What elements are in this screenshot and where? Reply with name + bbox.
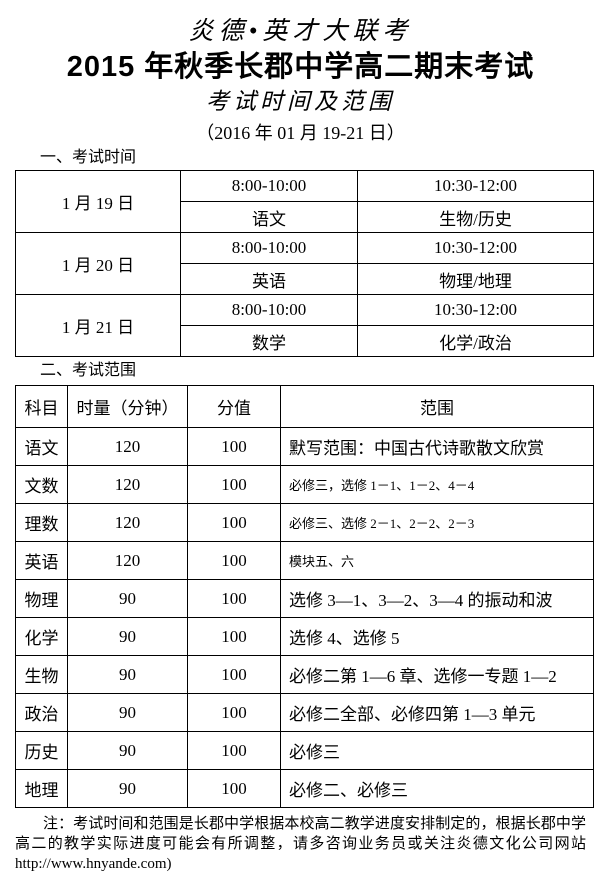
exam-subject-cell: 生物/历史 xyxy=(357,201,594,233)
table-row: 理数 120 100 必修三、选修 2－1、2－2、2－3 xyxy=(15,503,594,542)
score-cell: 100 xyxy=(187,655,281,694)
exam-subject-cell: 英语 xyxy=(180,263,358,295)
table-row: 英语 物理/地理 xyxy=(16,263,594,295)
range-cell: 选修 3—1、3—2、3—4 的振动和波 xyxy=(280,579,594,618)
exam-time-cell: 8:00-10:00 xyxy=(180,170,358,202)
table-header-row: 科目 时量（分钟） 分值 范围 xyxy=(15,385,594,428)
table-row: 语文 生物/历史 xyxy=(16,201,594,233)
subject-cell: 生物 xyxy=(15,655,68,694)
duration-cell: 90 xyxy=(67,769,188,808)
table-row: 化学 90 100 选修 4、选修 5 xyxy=(15,617,594,656)
subject-cell: 化学 xyxy=(15,617,68,656)
exam-time-cell: 10:30-12:00 xyxy=(357,232,594,264)
exam-subject-cell: 物理/地理 xyxy=(357,263,594,295)
exam-subject-cell: 语文 xyxy=(180,201,358,233)
column-header-subject: 科目 xyxy=(15,385,68,428)
section-heading-exam-scope: 二、考试范围 xyxy=(40,362,137,379)
subject-cell: 物理 xyxy=(15,579,68,618)
score-cell: 100 xyxy=(187,617,281,656)
exam-time-cell: 8:00-10:00 xyxy=(180,294,358,326)
range-cell: 默写范围：中国古代诗歌散文欣赏 xyxy=(280,427,594,466)
duration-cell: 120 xyxy=(67,427,188,466)
exam-date-cell: 1 月 21 日 xyxy=(15,294,181,357)
exam-subject-cell: 数学 xyxy=(180,325,358,357)
score-cell: 100 xyxy=(187,541,281,580)
table-row: 1 月 20 日 8:00-10:00 10:30-12:00 xyxy=(15,232,594,295)
score-cell: 100 xyxy=(187,579,281,618)
duration-cell: 90 xyxy=(67,731,188,770)
duration-cell: 120 xyxy=(67,503,188,542)
table-row: 英语 120 100 模块五、六 xyxy=(15,541,594,580)
table-row: 文数 120 100 必修三，选修 1－1、1－2、4－4 xyxy=(15,465,594,504)
score-cell: 100 xyxy=(187,427,281,466)
column-header-range: 范围 xyxy=(280,385,594,428)
subtitle: 考试时间及范围 xyxy=(206,89,395,114)
score-cell: 100 xyxy=(187,465,281,504)
range-cell: 必修二全部、必修四第 1—3 单元 xyxy=(280,693,594,732)
date-range: （2016 年 01 月 19-21 日） xyxy=(196,123,405,143)
exam-time-cell: 10:30-12:00 xyxy=(357,170,594,202)
table-row: 地理 90 100 必修二、必修三 xyxy=(15,769,594,808)
footnote-text: 注：考试时间和范围是长郡中学根据本校高二教学进度安排制定的，根据长郡中学高二的教… xyxy=(15,815,586,852)
table-row: 生物 90 100 必修二第 1—6 章、选修一专题 1—2 xyxy=(15,655,594,694)
score-cell: 100 xyxy=(187,693,281,732)
footnote-url: http://www.hnyande.com) xyxy=(15,856,172,872)
range-cell: 必修三，选修 1－1、1－2、4－4 xyxy=(280,465,594,504)
table-row: 物理 90 100 选修 3—1、3—2、3—4 的振动和波 xyxy=(15,579,594,618)
column-header-duration: 时量（分钟） xyxy=(67,385,188,428)
table-row: 1 月 19 日 8:00-10:00 10:30-12:00 xyxy=(15,170,594,233)
range-cell: 选修 4、选修 5 xyxy=(280,617,594,656)
duration-cell: 120 xyxy=(67,541,188,580)
exam-date-cell: 1 月 19 日 xyxy=(15,170,181,233)
column-header-score: 分值 xyxy=(187,385,281,428)
score-cell: 100 xyxy=(187,503,281,542)
subject-cell: 政治 xyxy=(15,693,68,732)
table-row: 历史 90 100 必修三 xyxy=(15,731,594,770)
table-row: 1 月 21 日 8:00-10:00 10:30-12:00 xyxy=(15,294,594,357)
subject-cell: 英语 xyxy=(15,541,68,580)
brand-title: 炎德•英才大联考 xyxy=(188,18,413,45)
exam-time-cell: 8:00-10:00 xyxy=(180,232,358,264)
subject-cell: 理数 xyxy=(15,503,68,542)
exam-schedule-table: 1 月 19 日 8:00-10:00 10:30-12:00 语文 生物/历史… xyxy=(15,170,594,357)
duration-cell: 90 xyxy=(67,579,188,618)
range-cell: 模块五、六 xyxy=(280,541,594,580)
exam-date-cell: 1 月 20 日 xyxy=(15,232,181,295)
exam-scope-table: 科目 时量（分钟） 分值 范围 语文 120 100 默写范围：中国古代诗歌散文… xyxy=(15,385,594,808)
duration-cell: 120 xyxy=(67,465,188,504)
score-cell: 100 xyxy=(187,731,281,770)
subject-cell: 文数 xyxy=(15,465,68,504)
footnote: 注：考试时间和范围是长郡中学根据本校高二教学进度安排制定的，根据长郡中学高二的教… xyxy=(15,814,586,874)
range-cell: 必修三、选修 2－1、2－2、2－3 xyxy=(280,503,594,542)
exam-subject-cell: 化学/政治 xyxy=(357,325,594,357)
table-row: 政治 90 100 必修二全部、必修四第 1—3 单元 xyxy=(15,693,594,732)
section-heading-exam-time: 一、考试时间 xyxy=(40,149,137,166)
exam-time-cell: 10:30-12:00 xyxy=(357,294,594,326)
subject-cell: 地理 xyxy=(15,769,68,808)
table-row: 数学 化学/政治 xyxy=(16,325,594,357)
page-title: 2015 年秋季长郡中学高二期末考试 xyxy=(66,51,535,83)
duration-cell: 90 xyxy=(67,655,188,694)
range-cell: 必修二、必修三 xyxy=(280,769,594,808)
subject-cell: 历史 xyxy=(15,731,68,770)
duration-cell: 90 xyxy=(67,617,188,656)
duration-cell: 90 xyxy=(67,693,188,732)
score-cell: 100 xyxy=(187,769,281,808)
range-cell: 必修三 xyxy=(280,731,594,770)
subject-cell: 语文 xyxy=(15,427,68,466)
table-row: 语文 120 100 默写范围：中国古代诗歌散文欣赏 xyxy=(15,427,594,466)
range-cell: 必修二第 1—6 章、选修一专题 1—2 xyxy=(280,655,594,694)
